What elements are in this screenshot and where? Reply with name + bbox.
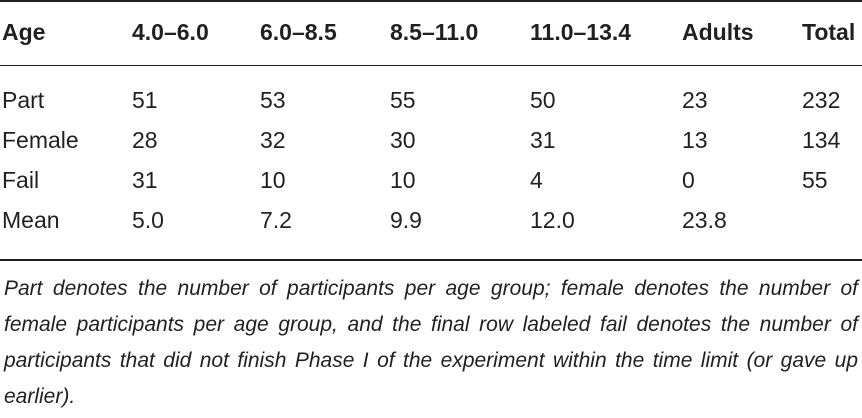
table-cell: 134 — [802, 127, 841, 153]
table-cell: 0 — [682, 167, 695, 193]
table-top-rule — [0, 0, 862, 2]
table-footnote: Part denotes the number of participants … — [4, 277, 858, 408]
table-header-row: Age 4.0–6.0 6.0–8.5 8.5–11.0 11.0–13.4 A… — [0, 12, 862, 52]
table-row: Mean 5.0 7.2 9.9 12.0 23.8 — [0, 200, 862, 240]
header-cell-8-5-11: 8.5–11.0 — [390, 19, 479, 45]
table-cell: 23 — [682, 87, 708, 113]
table-cell: 10 — [390, 167, 416, 193]
row-label: Part — [2, 87, 45, 113]
table-cell: 28 — [132, 127, 158, 153]
header-cell-age: Age — [2, 19, 46, 45]
row-label: Fail — [2, 167, 40, 193]
table-cell: 7.2 — [260, 207, 292, 233]
table-cell: 55 — [802, 167, 828, 193]
table-header-rule — [0, 65, 862, 66]
table-cell: 50 — [530, 87, 556, 113]
table-cell: 232 — [802, 87, 841, 113]
row-label: Mean — [2, 207, 60, 233]
table-cell: 9.9 — [390, 207, 422, 233]
table-cell: 13 — [682, 127, 708, 153]
header-cell-adults: Adults — [682, 19, 754, 45]
header-cell-total: Total — [802, 19, 856, 45]
table-cell: 10 — [260, 167, 286, 193]
table-cell: 53 — [260, 87, 286, 113]
table-cell: 4 — [530, 167, 543, 193]
table-row: Female 28 32 30 31 13 134 — [0, 120, 862, 160]
table-cell: 5.0 — [132, 207, 164, 233]
table-row: Fail 31 10 10 4 0 55 — [0, 160, 862, 200]
table-row: Part 51 53 55 50 23 232 — [0, 80, 862, 120]
header-cell-6-8-5: 6.0–8.5 — [260, 19, 337, 45]
table-cell: 31 — [132, 167, 158, 193]
row-label: Female — [2, 127, 79, 153]
table-cell: 32 — [260, 127, 286, 153]
table-cell: 30 — [390, 127, 416, 153]
header-cell-4-6: 4.0–6.0 — [132, 19, 209, 45]
header-cell-11-13-4: 11.0–13.4 — [530, 19, 632, 45]
table-cell: 23.8 — [682, 207, 727, 233]
table-cell: 51 — [132, 87, 158, 113]
table-cell: 31 — [530, 127, 556, 153]
table-cell: 55 — [390, 87, 416, 113]
table-bottom-rule — [0, 259, 862, 261]
table-cell: 12.0 — [530, 207, 575, 233]
